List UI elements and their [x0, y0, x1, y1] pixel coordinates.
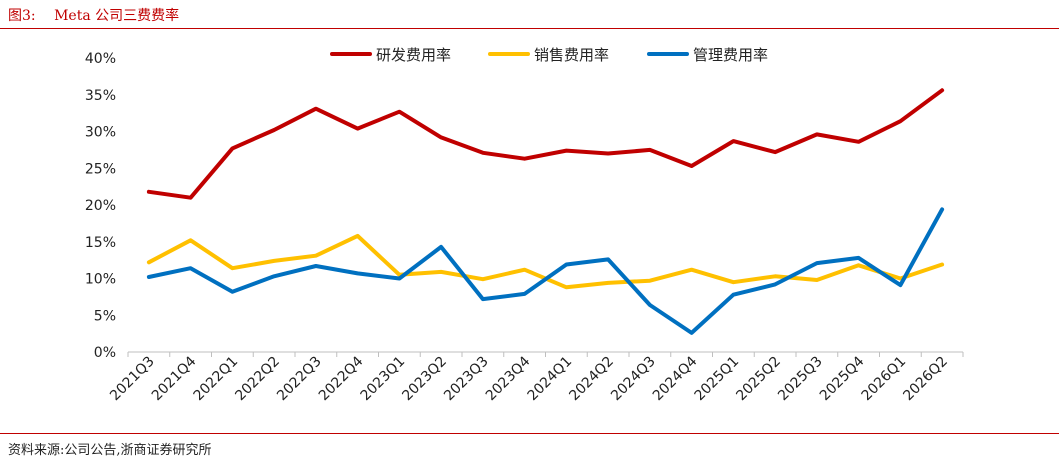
y-tick-label: 30%: [85, 125, 116, 141]
x-axis: 2021Q32021Q42022Q12022Q22022Q32022Q42023…: [107, 351, 964, 405]
y-tick-label: 15%: [85, 235, 116, 251]
legend-label: 销售费用率: [534, 46, 609, 64]
bottom-rule: [0, 433, 1059, 434]
y-tick-label: 25%: [85, 161, 116, 177]
x-tick-label: 2024Q2: [566, 354, 617, 405]
x-tick-label: 2022Q3: [274, 354, 325, 405]
figure-number: 图3:: [8, 8, 36, 24]
y-axis: 0% 5% 10% 15% 20% 25% 30% 35% 40%: [85, 51, 116, 361]
figure-title: 图3: Meta 公司三费费率: [8, 5, 179, 25]
source-note: 资料来源:公司公告,浙商证券研究所: [8, 443, 212, 458]
series-line: [146, 207, 945, 335]
x-tick-label: 2022Q2: [232, 354, 283, 405]
chart: 研发费用率 销售费用率 管理费用率 0% 5% 10% 15% 20% 25% 30% 35% 40…: [85, 46, 964, 405]
y-tick-label: 5%: [94, 308, 116, 324]
legend-label: 管理费用率: [693, 46, 768, 64]
figure-title-text: Meta 公司三费费率: [54, 8, 180, 24]
x-tick-label: 2021Q3: [107, 354, 158, 405]
y-tick-label: 35%: [85, 88, 116, 104]
x-tick-label: 2025Q3: [775, 354, 826, 405]
y-tick-label: 40%: [85, 51, 116, 67]
top-rule: [0, 28, 1059, 29]
legend-label: 研发费用率: [376, 46, 451, 64]
legend: 研发费用率 销售费用率 管理费用率: [330, 46, 768, 64]
x-tick-label: 2025Q1: [692, 354, 743, 405]
x-tick-label: 2024Q3: [608, 354, 659, 405]
x-tick-label: 2022Q1: [191, 354, 242, 405]
x-tick-label: 2025Q4: [817, 353, 868, 404]
x-tick-label: 2023Q2: [399, 354, 450, 405]
series-lines: [146, 88, 945, 335]
x-tick-label: 2022Q4: [316, 353, 367, 404]
x-tick-label: 2021Q4: [149, 353, 200, 404]
series-line: [146, 88, 945, 200]
y-tick-label: 10%: [85, 272, 116, 288]
y-tick-label: 20%: [85, 198, 116, 214]
x-tick-label: 2023Q4: [483, 353, 534, 404]
x-tick-label: 2025Q2: [733, 354, 784, 405]
x-tick-label: 2026Q2: [900, 354, 951, 405]
x-tick-label: 2023Q1: [358, 354, 409, 405]
x-tick-label: 2024Q4: [650, 353, 701, 404]
x-tick-label: 2023Q3: [441, 354, 492, 405]
x-tick-label: 2024Q1: [525, 354, 576, 405]
x-tick-label: 2026Q1: [859, 354, 910, 405]
y-tick-label: 0%: [94, 345, 116, 361]
